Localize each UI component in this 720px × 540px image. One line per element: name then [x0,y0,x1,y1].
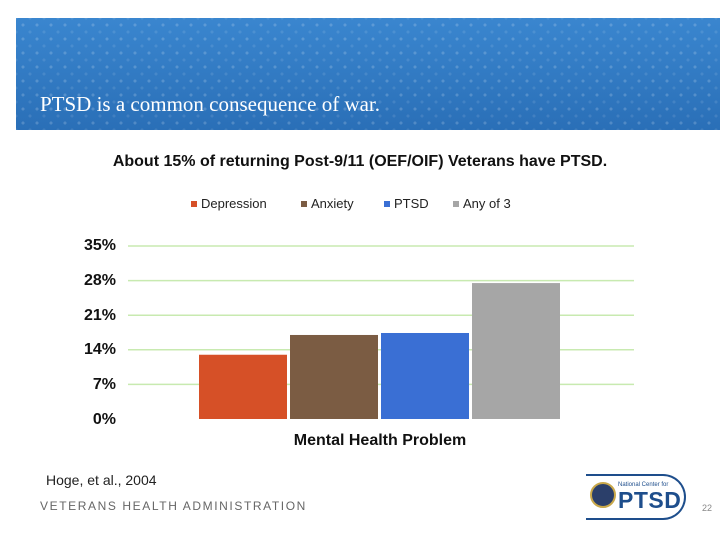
legend-item-ptsd: PTSD [384,196,429,211]
legend-swatch-any-of-3 [453,200,459,207]
va-seal-icon [590,482,616,508]
ptsd-center-logo: National Center for PTSD [586,474,686,520]
page-number: 22 [701,503,712,513]
y-tick-label: 28% [83,272,116,289]
y-tick-label: 21% [83,307,116,324]
header-banner [16,18,720,130]
slide-title: PTSD is a common consequence of war. [40,92,381,116]
bar-anxiety [290,334,378,419]
legend-label-any-of-3: Any of 3 [463,196,511,211]
x-axis-label: Mental Health Problem [293,432,467,449]
legend-label-ptsd: PTSD [394,196,429,211]
logo-text: PTSD [618,487,682,513]
y-tick-label: 14% [83,341,116,358]
bar-depression [199,354,287,419]
y-tick-label: 7% [92,376,116,393]
bar-ptsd [381,332,469,419]
logo-small-text: National Center for [618,482,669,488]
legend-swatch-depression [191,200,197,207]
legend-item-depression: Depression [191,196,267,211]
legend-item-anxiety: Anxiety [301,196,354,211]
legend-swatch-anxiety [301,200,307,207]
footer-organization: VETERANS HEALTH ADMINISTRATION [40,499,307,513]
chart-legend: Depression Anxiety PTSD Any of 3 [0,196,720,212]
chart-title: About 15% of returning Post-9/11 (OEF/OI… [112,153,608,170]
citation: Hoge, et al., 2004 [46,472,157,488]
legend-label-anxiety: Anxiety [311,196,354,211]
y-tick-label: 35% [83,237,116,254]
legend-item-any-of-3: Any of 3 [453,196,511,211]
y-tick-label: 0% [92,411,116,428]
logo-swoosh-icon [586,474,686,520]
legend-swatch-ptsd [384,200,390,207]
legend-label-depression: Depression [201,196,267,211]
bar-any-of-3 [472,283,560,419]
